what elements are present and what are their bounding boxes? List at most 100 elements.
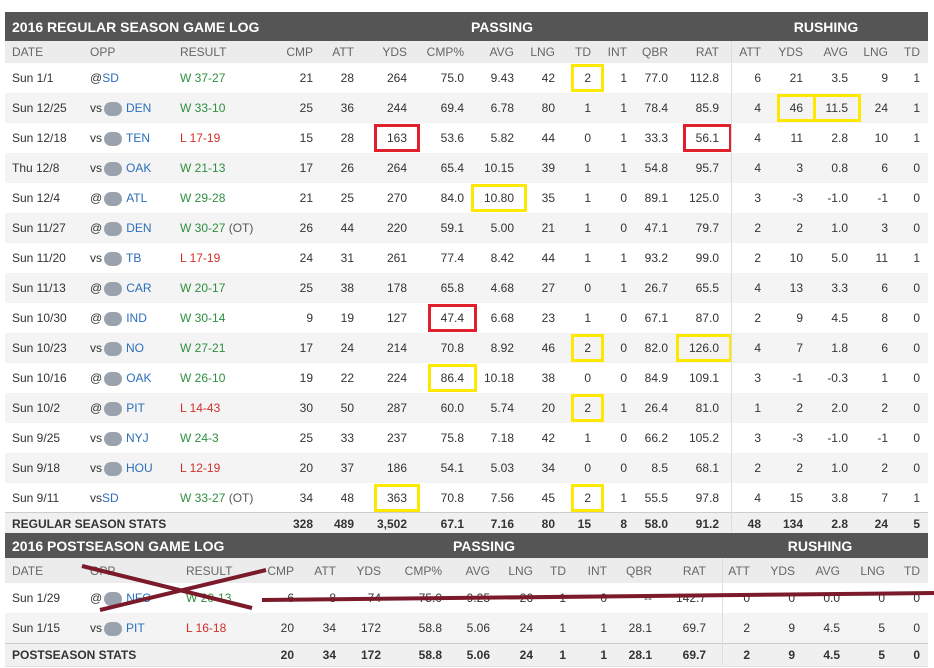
stat-value: 1 [913,251,920,265]
opponent-team[interactable]: NO [126,341,144,355]
stat-value: 9.25 [466,591,490,605]
stat-value: 24 [340,341,354,355]
stat-cell: 54.8 [645,161,668,175]
stat-cell: 2 [743,621,750,635]
stat-cell: -- [644,591,652,605]
result-cell: W 27-21 [180,341,225,355]
stat-value: 66.2 [644,431,668,445]
stat-cell: 7.18 [491,431,514,445]
opponent-cell: @SD [90,71,119,85]
stat-value: 1 [559,621,566,635]
result-cell: W 37-27 [180,71,225,85]
stat-value: 21 [541,221,555,235]
opponent-team[interactable]: NYJ [126,431,149,445]
result-score[interactable]: 20-17 [194,281,226,295]
result-score[interactable]: 30-27 [194,221,226,235]
result-score[interactable]: 37-27 [194,71,226,85]
result-outcome: W [180,311,192,325]
game-row: Sun 9/11 vsSD W 33-27 (OT) 34 48 363 70.8 7.56 4… [5,483,928,514]
stat-cell: 38 [341,281,354,295]
result-score[interactable]: 17-19 [189,251,221,265]
stat-cell: 6 [881,341,888,355]
stat-value: 53.6 [440,131,464,145]
opponent-team[interactable]: CAR [126,281,152,295]
stat-cell: -3 [792,431,803,445]
result-score[interactable]: 12-19 [189,461,221,475]
game-row: Thu 12/8 vs OAK W 21-13 17 26 264 65.4 10.15 39 1 1… [5,153,928,184]
stat-cell: 26 [520,591,533,605]
opponent-team[interactable]: ATL [126,191,148,205]
stat-value: 20 [541,401,555,415]
opponent-team[interactable]: HOU [126,461,153,475]
stat-value: 30 [299,401,313,415]
stat-value: 2 [796,401,803,415]
stat-cell: 0 [620,461,627,475]
stat-value: 89.1 [644,191,668,205]
result-score[interactable]: 24-3 [194,431,219,445]
result-score[interactable]: 27-21 [194,341,226,355]
opponent-team[interactable]: SD [102,71,119,85]
stat-cell: 244 [387,101,407,115]
stat-value: 70.8 [440,341,464,355]
opponent-team[interactable]: DEN [126,221,152,235]
result-score[interactable]: 16-18 [195,621,227,635]
stat-cell: 25 [300,431,313,445]
stat-cell: 0.0 [823,591,840,605]
result-score[interactable]: 21-13 [194,161,226,175]
result-score[interactable]: 29-28 [194,191,226,205]
stat-value: 172 [360,621,381,635]
stat-cell: 87.0 [696,311,719,325]
opponent-team[interactable]: NFC [126,591,151,605]
stat-value: 69.4 [440,101,464,115]
result-score[interactable]: 30-14 [194,311,226,325]
stat-cell: 0 [913,591,920,605]
stat-cell: 67.1 [645,311,668,325]
stat-value: 0 [584,281,591,295]
opponent-team[interactable]: IND [126,311,147,325]
stat-value: 95.7 [695,161,719,175]
stat-cell: 74 [368,591,381,605]
stat-value: 26 [340,161,354,175]
stat-value: 0 [913,371,920,385]
result-score[interactable]: 17-19 [189,131,221,145]
stat-cell: -1.0 [827,431,848,445]
result-score[interactable]: 20-13 [200,591,232,605]
stat-cell: 363 [373,484,421,512]
stat-value: 58.8 [418,621,442,635]
opponent-team[interactable]: TB [126,251,142,265]
stat-cell: 17 [300,161,313,175]
stat-cell: 0 [913,371,920,385]
result-cell: L 12-19 [180,461,220,475]
stat-value: 33.3 [644,131,668,145]
opponent-team[interactable]: DEN [126,101,152,115]
stat-value: 2.8 [831,131,848,145]
column-header: TD [904,45,920,59]
stat-cell: 8 [329,591,336,605]
result-score[interactable]: 33-27 [194,491,226,505]
stat-cell: 9.43 [491,71,514,85]
opponent-team[interactable]: SD [102,491,119,505]
column-header: RAT [695,45,719,59]
stat-value: 37 [340,461,354,475]
header-row: DATE OPP RESULT CMP ATT YDS CMP% AVG LNG TD INT QBR… [5,558,928,584]
stat-value: 0 [913,341,920,355]
stat-value: 6.78 [490,101,514,115]
result-score[interactable]: 14-43 [189,401,221,415]
stat-cell: 19 [300,371,313,385]
opponent-team[interactable]: PIT [126,621,145,635]
opponent-team[interactable]: OAK [126,371,152,385]
date-cell: Sun 12/18 [12,131,67,145]
stat-cell: 9 [881,71,888,85]
result-score[interactable]: 33-10 [194,101,226,115]
result-score[interactable]: 26-10 [194,371,226,385]
stat-cell: 8.92 [491,341,514,355]
opponent-cell: vs PIT [90,621,145,636]
stat-value: 75.0 [418,591,442,605]
opponent-team[interactable]: OAK [126,161,152,175]
stat-cell: 17 [300,341,313,355]
stat-cell: 0 [913,621,920,635]
stat-value: 6 [754,71,761,85]
opponent-team[interactable]: PIT [126,401,145,415]
opponent-team[interactable]: TEN [126,131,150,145]
stat-value: 0.0 [823,591,840,605]
